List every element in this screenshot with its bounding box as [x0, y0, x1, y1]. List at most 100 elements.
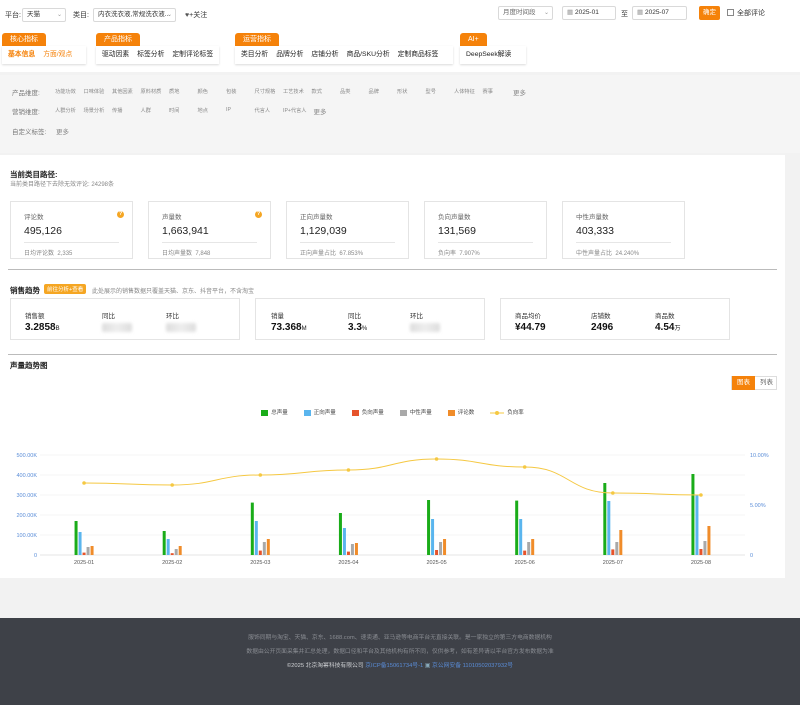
product-dimension-tag[interactable]: 口味体验	[83, 89, 105, 95]
legend-item[interactable]: 负向率	[490, 408, 524, 416]
bar	[523, 550, 527, 555]
nav-item-aspect-opinion[interactable]: 方面/观点	[43, 51, 73, 58]
date-start-input[interactable]: ▦ 2025-01	[562, 6, 616, 20]
chevron-down-icon: ⌄	[543, 10, 549, 16]
legend-item[interactable]: 正向声量	[303, 408, 336, 416]
product-dimension-tag[interactable]: 包装	[226, 89, 237, 95]
marketing-dimension-tag[interactable]: 传播	[112, 108, 123, 114]
nav-item-sku-analysis[interactable]: 商品/SKU分析	[346, 51, 390, 58]
marketing-dimension-tag[interactable]: 时间	[169, 108, 180, 114]
legend-item[interactable]: 中性声量	[399, 408, 432, 416]
nav-item-brand-analysis[interactable]: 品牌分析	[276, 51, 304, 58]
negative-rate-line	[84, 458, 701, 496]
period-select[interactable]: 月度时间段 ⌄	[498, 6, 553, 20]
bar	[519, 519, 523, 555]
metric-label: 正向声量数	[300, 214, 333, 221]
bar	[86, 547, 90, 555]
legend-item[interactable]: 负向声量	[351, 408, 384, 416]
product-dimension-tag[interactable]: 工艺技术	[283, 89, 304, 95]
product-dimension-more-link[interactable]: 更多	[513, 90, 526, 97]
marketing-dimension-tag[interactable]: 代言人	[254, 108, 271, 114]
x-tick-label: 2025-04	[338, 560, 358, 566]
chart-view-tab[interactable]: 图表	[732, 376, 755, 390]
nav-item-deepseek[interactable]: DeepSeek解读	[466, 51, 512, 58]
police-link[interactable]: 京公网安备 11010502037932号	[432, 663, 514, 669]
sales-title: 销售趋势	[10, 286, 40, 295]
confirm-button[interactable]: 确定	[699, 6, 720, 20]
category-select[interactable]: 内衣洗衣液,常规洗衣液... ⌄	[93, 8, 176, 22]
nav-item-basic-info[interactable]: 基本信息	[8, 51, 36, 58]
product-dimension-tag[interactable]: 原料材质	[140, 89, 162, 95]
product-dimension-label: 产品维度:	[12, 90, 40, 97]
category-value: 内衣洗衣液,常规洗衣液...	[98, 11, 171, 18]
bar	[174, 549, 178, 555]
footer-copyright: ©2025 北京淘幂科技有限公司	[286, 663, 364, 669]
icp-link[interactable]: 京ICP备15061734号-1	[365, 663, 424, 669]
product-dimension-tag[interactable]: 功能功效	[55, 89, 76, 95]
nav-item-category-analysis[interactable]: 类目分析	[241, 51, 269, 58]
list-view-tab[interactable]: 列表	[760, 379, 773, 386]
all-reviews-checkbox[interactable]	[727, 9, 734, 16]
sales-volume-yoy-value: 3.3%	[348, 322, 368, 333]
x-tick-label: 2025-01	[74, 560, 94, 566]
marketing-dimension-tag[interactable]: IP	[226, 107, 231, 113]
x-tick-label: 2025-02	[162, 560, 182, 566]
marketing-dimension-tag[interactable]: 人群分析	[55, 108, 76, 114]
metric-value: 1,129,039	[300, 225, 347, 237]
nav-group-core: 基本信息 方面/观点	[2, 46, 86, 64]
all-reviews-label: 全部评论	[737, 10, 765, 17]
date-end-input[interactable]: ▦ 2025-07	[632, 6, 687, 20]
follow-button[interactable]: ♥+关注	[185, 10, 207, 20]
marketing-dimension-tag[interactable]: 场景分析	[83, 108, 105, 114]
product-dimension-tag[interactable]: 款式	[311, 89, 322, 95]
product-dimension-tag[interactable]: 赛事	[482, 89, 493, 95]
nav-item-custom-review-tags[interactable]: 定制评论标签	[172, 51, 214, 58]
help-icon[interactable]: ?	[255, 211, 262, 218]
bar	[703, 541, 707, 555]
period-value: 月度时间段	[503, 9, 536, 16]
sales-amount-mom-label: 环比	[166, 313, 179, 320]
marketing-dimension-tag[interactable]: 地点	[197, 108, 208, 114]
nav-item-tag-analysis[interactable]: 标签分析	[137, 51, 165, 58]
marketing-dimension-tag[interactable]: 人群	[140, 108, 151, 114]
metric-label: 评论数	[24, 214, 44, 221]
product-dimension-tag[interactable]: 颜色	[197, 89, 208, 95]
marketing-dimension-tag[interactable]: IP+代言人	[283, 108, 307, 114]
legend-label: 评论数	[457, 410, 475, 416]
product-dimension-tag[interactable]: 品牌	[368, 89, 379, 95]
nav-item-store-analysis[interactable]: 店铺分析	[311, 51, 339, 58]
bar	[74, 521, 78, 555]
indicator-nav: 核心指标 基本信息 方面/观点 产品指标 驱动因素 标签分析 定制评论标签 运营指标 …	[0, 28, 800, 72]
product-dimension-tag[interactable]: 尺寸规格	[254, 89, 276, 95]
product-dimension-tag[interactable]: 质地	[169, 89, 180, 95]
nav-item-custom-product-tags[interactable]: 定制商品标签	[397, 51, 439, 58]
help-icon[interactable]: ?	[117, 211, 124, 218]
product-dimension-tag[interactable]: 其他因素	[112, 89, 133, 95]
product-dimension-tag[interactable]: 型号	[425, 89, 436, 95]
product-dimension-tag[interactable]: 品类	[340, 89, 351, 95]
product-dimension-tag[interactable]: 形状	[397, 89, 408, 95]
marketing-dimension-more-link[interactable]: 更多	[313, 109, 327, 116]
line-point	[258, 473, 263, 477]
y-left-tick-label: 300.00K	[17, 493, 38, 499]
x-tick-label: 2025-08	[691, 560, 711, 566]
volume-trend-chart: 0 100.00K 200.00K 300.00K 400.00K 500.00K 0 5.0…	[17, 453, 769, 566]
date-start-value: 2025-01	[574, 9, 599, 16]
sales-detail-badge[interactable]: 前往分析+查看	[44, 284, 87, 294]
bar	[342, 528, 346, 555]
platform-select[interactable]: 天猫 ⌄	[22, 8, 66, 22]
legend-item[interactable]: 评论数	[447, 408, 475, 416]
sales-volume-yoy-label: 同比	[348, 313, 361, 320]
bar	[695, 495, 699, 555]
y-left-tick-label: 200.00K	[17, 513, 38, 519]
legend-item[interactable]: 总声量	[261, 408, 288, 416]
y-right-tick-label: 10.00%	[750, 453, 769, 459]
product-dimension-tag[interactable]: 人体特征	[454, 89, 475, 95]
bar	[699, 549, 703, 555]
nav-item-drivers[interactable]: 驱动因素	[102, 51, 130, 58]
product-stats-card: 商品均价 ¥44.79 店铺数 2496 商品数 4.54万	[500, 298, 730, 340]
line-point	[699, 493, 703, 497]
bar	[427, 500, 431, 555]
metric-card: 中性声量数 403,333 中性声量占比 24.240%	[562, 201, 685, 259]
custom-more-link[interactable]: 更多	[56, 129, 69, 136]
